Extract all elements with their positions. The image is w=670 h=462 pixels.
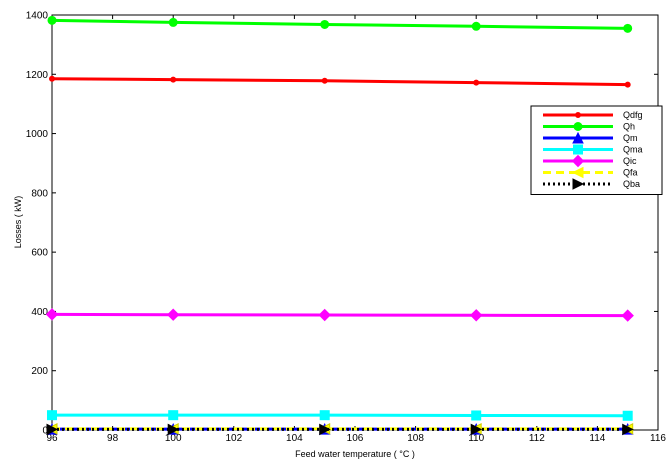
legend-entry-qic: Qic [543, 154, 637, 168]
data-point [167, 423, 180, 436]
y-tick-label: 200 [31, 366, 48, 377]
y-tick-label: 800 [31, 188, 48, 199]
data-point [621, 309, 634, 322]
data-point [622, 423, 634, 436]
legend-marker [575, 112, 581, 118]
legend-label: Qma [623, 145, 643, 155]
series-line [51, 312, 628, 318]
data-point [623, 23, 633, 33]
data-point [166, 308, 180, 321]
data-point [47, 410, 57, 421]
series-qdfg [49, 75, 631, 88]
legend-label: Qfa [623, 168, 638, 178]
x-tick-label: 112 [529, 433, 545, 444]
x-tick-label: 96 [46, 433, 58, 444]
legend-label: Qm [623, 133, 638, 143]
series-line [52, 413, 628, 418]
data-point [319, 423, 331, 436]
x-tick-label: 98 [107, 433, 119, 444]
series-qma [47, 410, 633, 421]
data-point [46, 423, 59, 436]
x-axis-ticks: 96 98 100 102 104 106 108 110 112 114 116 [46, 15, 666, 444]
y-tick-label: 1400 [26, 11, 49, 22]
legend-marker [571, 166, 584, 179]
data-point [319, 410, 330, 421]
y-tick-label: 0 [42, 426, 48, 437]
x-tick-label: 104 [286, 433, 303, 444]
data-point [622, 410, 633, 421]
data-point [321, 77, 328, 84]
data-point [624, 81, 631, 88]
legend-entry-qfa: Qfa [543, 166, 638, 179]
legend-entry-qh: Qh [543, 122, 635, 132]
legend-label: Qdfg [623, 110, 643, 120]
x-tick-label: 106 [347, 433, 364, 444]
legend-marker [571, 154, 585, 168]
data-point [168, 410, 179, 421]
data-point [47, 15, 57, 25]
y-axis-label: Losses ( kW) [13, 196, 23, 249]
data-point [318, 308, 331, 322]
legend-marker [572, 178, 585, 190]
legend-marker [572, 131, 584, 144]
legend-entry-qma: Qma [543, 144, 643, 155]
x-tick-label: 100 [165, 433, 182, 444]
x-tick-label: 114 [589, 433, 605, 444]
data-point [471, 410, 482, 421]
data-point [469, 309, 483, 322]
legend-marker [573, 144, 583, 155]
x-tick-label: 110 [468, 433, 484, 444]
legend-entry-qba: Qba [543, 178, 640, 190]
y-tick-label: 400 [31, 307, 48, 318]
plot-area [51, 14, 659, 431]
legend-label: Qh [623, 122, 635, 132]
series-qh [47, 15, 633, 33]
data-point [320, 19, 330, 29]
data-point [471, 21, 481, 31]
legend-label: Qba [623, 179, 640, 189]
y-tick-label: 600 [31, 248, 48, 259]
y-tick-label: 1000 [26, 129, 49, 140]
data-point [168, 17, 178, 27]
legend-marker [573, 122, 583, 131]
data-point [49, 75, 55, 82]
series-qic [45, 308, 634, 322]
legend-label: Qic [623, 156, 637, 166]
legend-entry-qdfg: Qdfg [543, 110, 643, 120]
x-tick-label: 102 [225, 433, 242, 444]
data-point [473, 79, 480, 86]
data-point [470, 423, 483, 436]
legend-entry-qm: Qm [543, 131, 638, 144]
y-tick-label: 1200 [26, 70, 49, 81]
x-axis-label: Feed water temperature ( °C ) [295, 449, 415, 459]
series-qba [46, 423, 634, 436]
series-lines [45, 15, 634, 436]
data-point [170, 76, 177, 83]
data-point [45, 308, 59, 321]
x-tick-label: 108 [407, 433, 424, 444]
x-tick-label: 116 [650, 433, 666, 444]
